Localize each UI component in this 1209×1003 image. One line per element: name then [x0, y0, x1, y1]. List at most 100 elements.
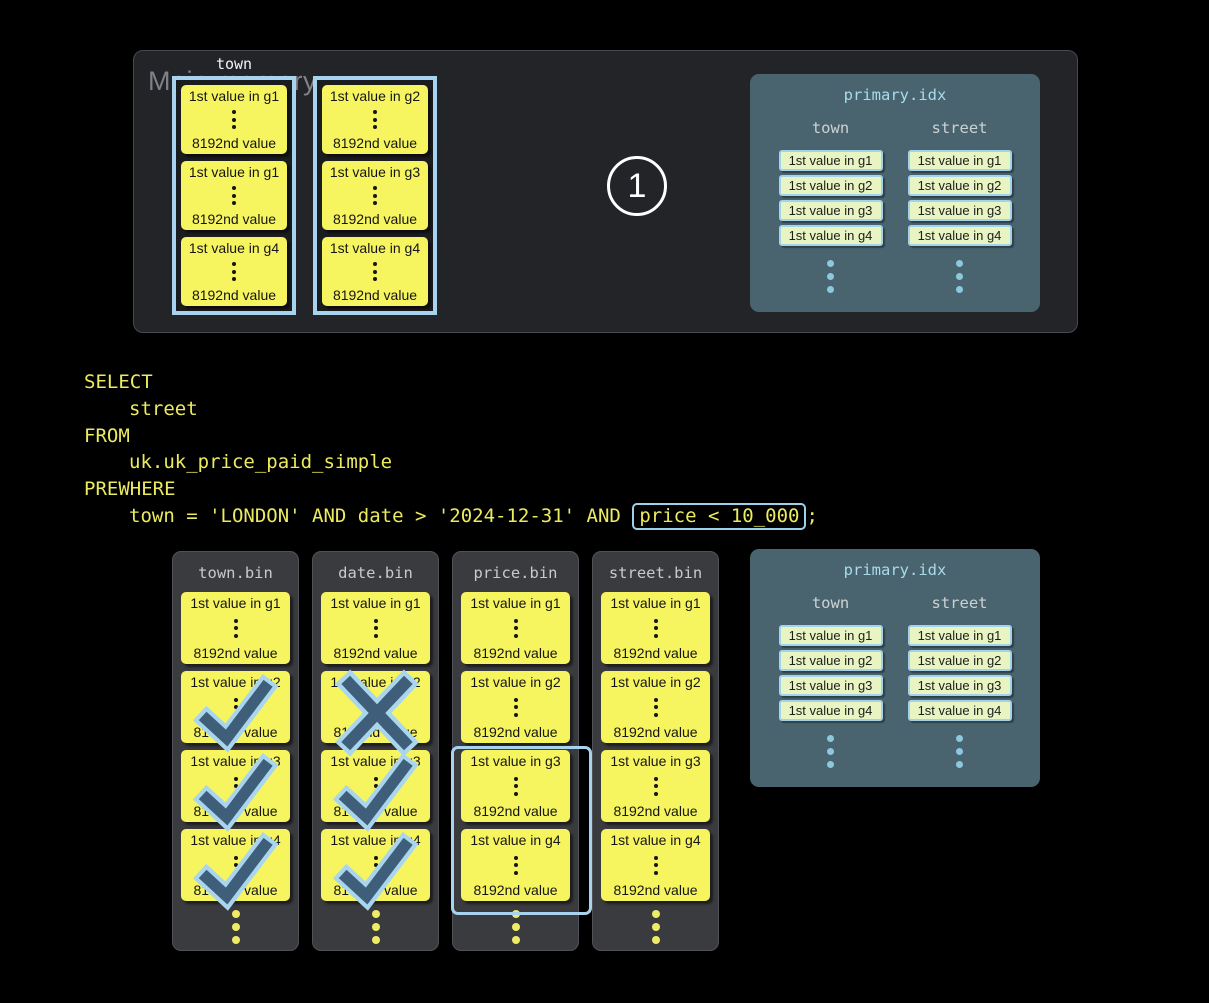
dot	[513, 626, 518, 630]
dot	[511, 936, 520, 944]
granule-last-value: 8192nd value	[333, 882, 418, 898]
granule-ellipsis	[373, 855, 378, 875]
dot	[513, 633, 518, 638]
granule-first-value: 1st value in g2	[470, 674, 561, 690]
more-entries-ellipsis	[956, 260, 963, 293]
granule-last-value: 8192nd value	[473, 882, 558, 898]
dot	[513, 705, 518, 709]
primary-index-column-header: street	[931, 119, 988, 137]
granule-first-value: 1st value in g1	[610, 595, 701, 611]
primary-index-column-header: street	[931, 594, 988, 612]
primary-index-column-header: town	[811, 594, 850, 612]
granule-block: 1st value in g2 8192nd value	[321, 669, 430, 757]
dot	[513, 618, 518, 623]
index-entry-chip: 1st value in g2	[907, 650, 1012, 671]
dot	[232, 193, 236, 198]
dot	[513, 863, 518, 867]
granule-block: 1st value in g3 8192nd value	[321, 750, 430, 832]
sql-line: street	[84, 396, 818, 423]
dot	[956, 286, 963, 293]
dot	[231, 936, 240, 944]
dot	[653, 633, 658, 638]
granule-ellipsis	[232, 110, 236, 129]
granule-first-value: 1st value in g4	[330, 832, 421, 848]
dot	[651, 936, 660, 944]
dot	[233, 626, 238, 630]
memory-column-label: town	[215, 55, 253, 73]
dot	[233, 712, 238, 717]
dot	[513, 712, 518, 717]
granule-ellipsis	[233, 776, 238, 796]
dot	[373, 855, 378, 860]
dot	[373, 125, 377, 129]
dot	[373, 186, 377, 190]
primary-index-panel-top: primary.idx town 1st value in g1 1st value …	[750, 74, 1040, 312]
more-granules-ellipsis	[173, 910, 298, 944]
dot	[827, 748, 834, 755]
granule-last-value: 8192nd value	[473, 724, 558, 740]
dot	[373, 110, 377, 114]
granule-last-value: 8192nd value	[332, 135, 418, 151]
more-entries-ellipsis	[956, 735, 963, 768]
more-entries-ellipsis	[827, 260, 834, 293]
index-entry-chip: 1st value in g4	[778, 700, 883, 721]
granule-last-value: 8192nd value	[193, 882, 278, 898]
dot	[651, 923, 660, 931]
dot	[956, 260, 963, 267]
dot	[373, 626, 378, 630]
dot	[511, 923, 520, 931]
primary-index-column: street 1st value in g1 1st value in g2 1st …	[895, 594, 1024, 768]
dot	[827, 286, 834, 293]
bin-granule-list: 1st value in g1 8192nd value 1st value in …	[453, 592, 578, 901]
dot	[653, 870, 658, 875]
sql-text: PREWHERE	[84, 478, 176, 501]
granule-block: 1st value in g4 8192nd value	[181, 237, 287, 306]
granule-last-value: 8192nd value	[191, 287, 277, 303]
dot	[232, 110, 236, 114]
dot	[233, 784, 238, 788]
granule-ellipsis	[232, 186, 236, 205]
dot	[827, 273, 834, 280]
bin-file-title: town.bin	[198, 564, 273, 582]
granule-ellipsis	[653, 776, 658, 796]
granule-first-value: 1st value in g2	[330, 674, 421, 690]
dot	[233, 863, 238, 867]
dot	[827, 260, 834, 267]
granule-ellipsis	[373, 186, 377, 205]
sql-text: SELECT	[84, 371, 153, 393]
more-granules-ellipsis	[593, 910, 718, 944]
granule-first-value: 1st value in g1	[470, 595, 561, 611]
dot	[653, 855, 658, 860]
granule-ellipsis	[513, 776, 518, 796]
primary-index-column: town 1st value in g1 1st value in g2 1st va…	[766, 119, 895, 293]
granule-last-value: 8192nd value	[193, 724, 278, 740]
dot	[232, 269, 236, 274]
dot	[373, 262, 377, 266]
dot	[651, 910, 660, 918]
index-entry-chip: 1st value in g2	[778, 175, 883, 196]
granule-last-value: 8192nd value	[333, 803, 418, 819]
index-entry-chip: 1st value in g3	[778, 675, 883, 696]
granule-first-value: 1st value in g4	[470, 832, 561, 848]
dot	[827, 761, 834, 768]
sql-query: SELECT street FROM uk.uk_price_paid_simple P…	[84, 369, 818, 530]
granule-block: 1st value in g1 8192nd value	[181, 85, 287, 154]
granule-last-value: 8192nd value	[333, 645, 418, 661]
bin-file-panel: price.bin 1st value in g1 8192nd value 1st …	[451, 551, 592, 951]
granule-first-value: 1st value in g1	[330, 595, 421, 611]
granule-block: 1st value in g2 8192nd value	[461, 671, 570, 743]
dot	[233, 705, 238, 709]
granule-last-value: 8192nd value	[191, 211, 277, 227]
sql-line: SELECT	[84, 369, 818, 396]
dot	[232, 277, 236, 281]
dot	[232, 117, 236, 122]
primary-index-columns: town 1st value in g1 1st value in g2 1st va…	[766, 119, 1024, 293]
dot	[373, 784, 378, 788]
granule-ellipsis	[513, 618, 518, 638]
memory-granule-columns: 1st value in g1 8192nd value 1st value in …	[172, 76, 437, 315]
granule-block: 1st value in g3 8192nd value	[181, 750, 290, 832]
index-entry-chip: 1st value in g1	[778, 150, 883, 171]
granule-first-value: 1st value in g1	[190, 595, 281, 611]
granule-last-value: 8192nd value	[193, 803, 278, 819]
granule-ellipsis	[513, 855, 518, 875]
